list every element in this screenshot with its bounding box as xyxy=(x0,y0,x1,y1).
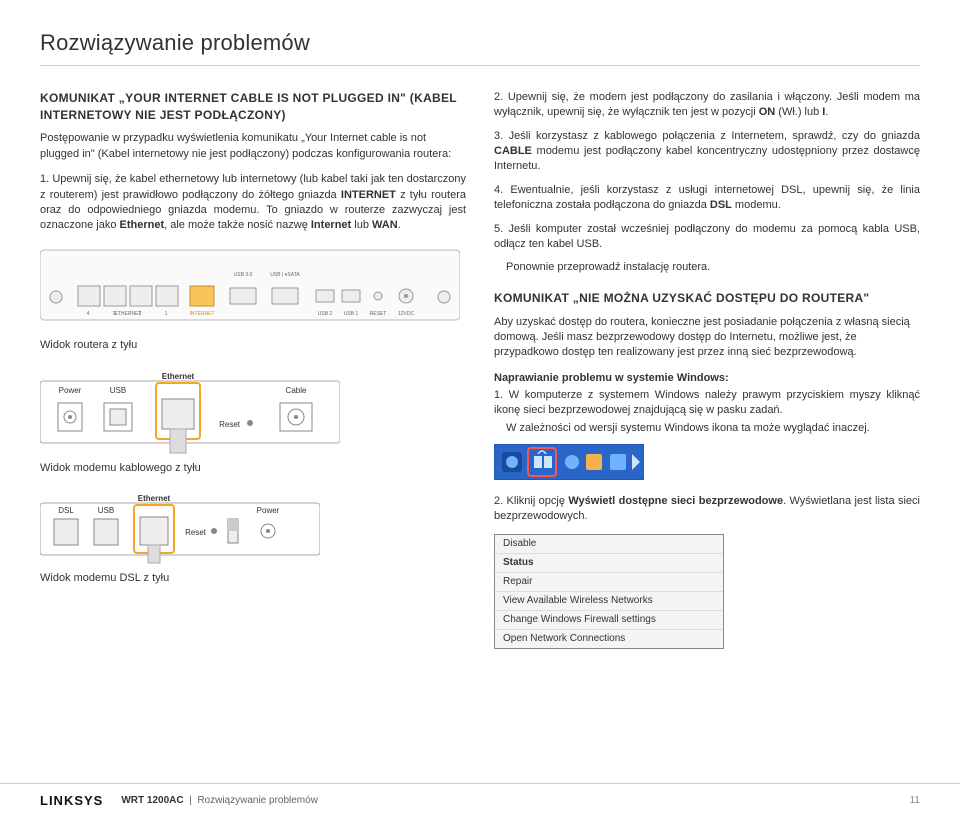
step-5: 5. Jeśli komputer został wcześniej podłą… xyxy=(494,222,920,253)
svg-text:ETHERNET: ETHERNET xyxy=(115,311,142,317)
step-3: 3. Jeśli korzystasz z kablowego połączen… xyxy=(494,129,920,175)
svg-text:Ethernet: Ethernet xyxy=(138,494,171,503)
horizontal-rule xyxy=(40,65,920,66)
left-column: KOMUNIKAT „YOUR INTERNET CABLE IS NOT PL… xyxy=(40,90,466,650)
section-heading-router-access: KOMUNIKAT „NIE MOŻNA UZYSKAĆ DOSTĘPU DO … xyxy=(494,290,920,307)
page-footer: LINKSYS WRT 1200AC | Rozwiązywanie probl… xyxy=(0,783,960,820)
linksys-logo: LINKSYS xyxy=(40,792,103,810)
svg-text:USB | eSATA: USB | eSATA xyxy=(270,272,300,278)
svg-text:USB 2: USB 2 xyxy=(318,311,333,317)
two-column-layout: KOMUNIKAT „YOUR INTERNET CABLE IS NOT PL… xyxy=(40,90,920,650)
step-1-mid3: lub xyxy=(351,219,372,231)
step-1-wan: WAN xyxy=(372,219,398,231)
svg-text:2: 2 xyxy=(139,311,142,317)
svg-text:12VDC: 12VDC xyxy=(398,311,415,317)
footer-model: WRT 1200AC xyxy=(121,795,183,806)
step-2: 2. Upewnij się, że modem jest podłączony… xyxy=(494,90,920,121)
step-1-mid2: , ale może także nosić nazwę xyxy=(164,219,311,231)
svg-text:Cable: Cable xyxy=(286,386,307,395)
footer-left: LINKSYS WRT 1200AC | Rozwiązywanie probl… xyxy=(40,792,318,810)
svg-text:DSL: DSL xyxy=(58,506,74,515)
svg-text:Ethernet: Ethernet xyxy=(162,372,195,381)
step-reinstall: Ponownie przeprowadź instalację routera. xyxy=(494,260,920,275)
step-4: 4. Ewentualnie, jeśli korzystasz z usług… xyxy=(494,183,920,214)
svg-text:INTERNET: INTERNET xyxy=(190,311,215,317)
step-1-internet2: Internet xyxy=(311,219,351,231)
svg-text:1: 1 xyxy=(165,311,168,317)
router-caption: Widok routera z tyłu xyxy=(40,338,466,353)
footer-section: Rozwiązywanie problemów xyxy=(197,795,318,806)
svg-text:Reset: Reset xyxy=(185,528,207,537)
cable-modem-caption: Widok modemu kablowego z tyłu xyxy=(40,461,466,476)
svg-text:Power: Power xyxy=(257,506,280,515)
intro-paragraph: Postępowanie w przypadku wyświetlenia ko… xyxy=(40,131,466,162)
cable-modem-diagram: Power USB Ethernet Reset xyxy=(40,369,466,455)
menu-item-status: Status xyxy=(495,554,723,573)
svg-text:USB: USB xyxy=(98,506,114,515)
svg-text:USB 1: USB 1 xyxy=(344,311,359,317)
step-1-ethernet: Ethernet xyxy=(120,219,165,231)
windows-fix-subheading: Naprawianie problemu w systemie Windows: xyxy=(494,371,920,386)
context-menu-screenshot: Disable Status Repair View Available Wir… xyxy=(494,534,724,649)
router-access-paragraph: Aby uzyskać dostęp do routera, konieczne… xyxy=(494,315,920,361)
menu-item-firewall: Change Windows Firewall settings xyxy=(495,611,723,630)
svg-text:Power: Power xyxy=(59,386,82,395)
windows-step-1b: W zależności od wersji systemu Windows i… xyxy=(494,421,920,436)
dsl-modem-caption: Widok modemu DSL z tyłu xyxy=(40,571,466,586)
menu-item-repair: Repair xyxy=(495,573,723,592)
right-column: 2. Upewnij się, że modem jest podłączony… xyxy=(494,90,920,650)
svg-text:Reset: Reset xyxy=(219,420,241,429)
svg-text:USB 3.0: USB 3.0 xyxy=(234,272,253,278)
windows-step-1: 1. W komputerze z systemem Windows należ… xyxy=(494,388,920,419)
menu-item-view-networks: View Available Wireless Networks xyxy=(495,592,723,611)
footer-breadcrumb: WRT 1200AC | Rozwiązywanie problemów xyxy=(121,794,318,808)
step-1-end: . xyxy=(398,219,401,231)
step-1-internet: INTERNET xyxy=(341,189,396,201)
svg-text:4: 4 xyxy=(87,311,90,317)
dsl-modem-diagram: DSL USB Ethernet Reset xyxy=(40,493,466,565)
page-number: 11 xyxy=(910,794,920,808)
menu-item-disable: Disable xyxy=(495,535,723,554)
page-title: Rozwiązywanie problemów xyxy=(40,28,920,59)
windows-step-2: 2. Kliknij opcję Wyświetl dostępne sieci… xyxy=(494,494,920,525)
menu-item-open-connections: Open Network Connections xyxy=(495,630,723,648)
system-tray-screenshot xyxy=(494,444,920,485)
router-back-diagram: 4 3 ETHERNET 2 1 INTERNET USB 3.0 USB | … xyxy=(40,242,466,332)
svg-text:RESET: RESET xyxy=(370,311,387,317)
section-heading-cable: KOMUNIKAT „YOUR INTERNET CABLE IS NOT PL… xyxy=(40,90,466,124)
svg-text:USB: USB xyxy=(110,386,126,395)
step-1: 1. Upewnij się, że kabel ethernetowy lub… xyxy=(40,172,466,234)
